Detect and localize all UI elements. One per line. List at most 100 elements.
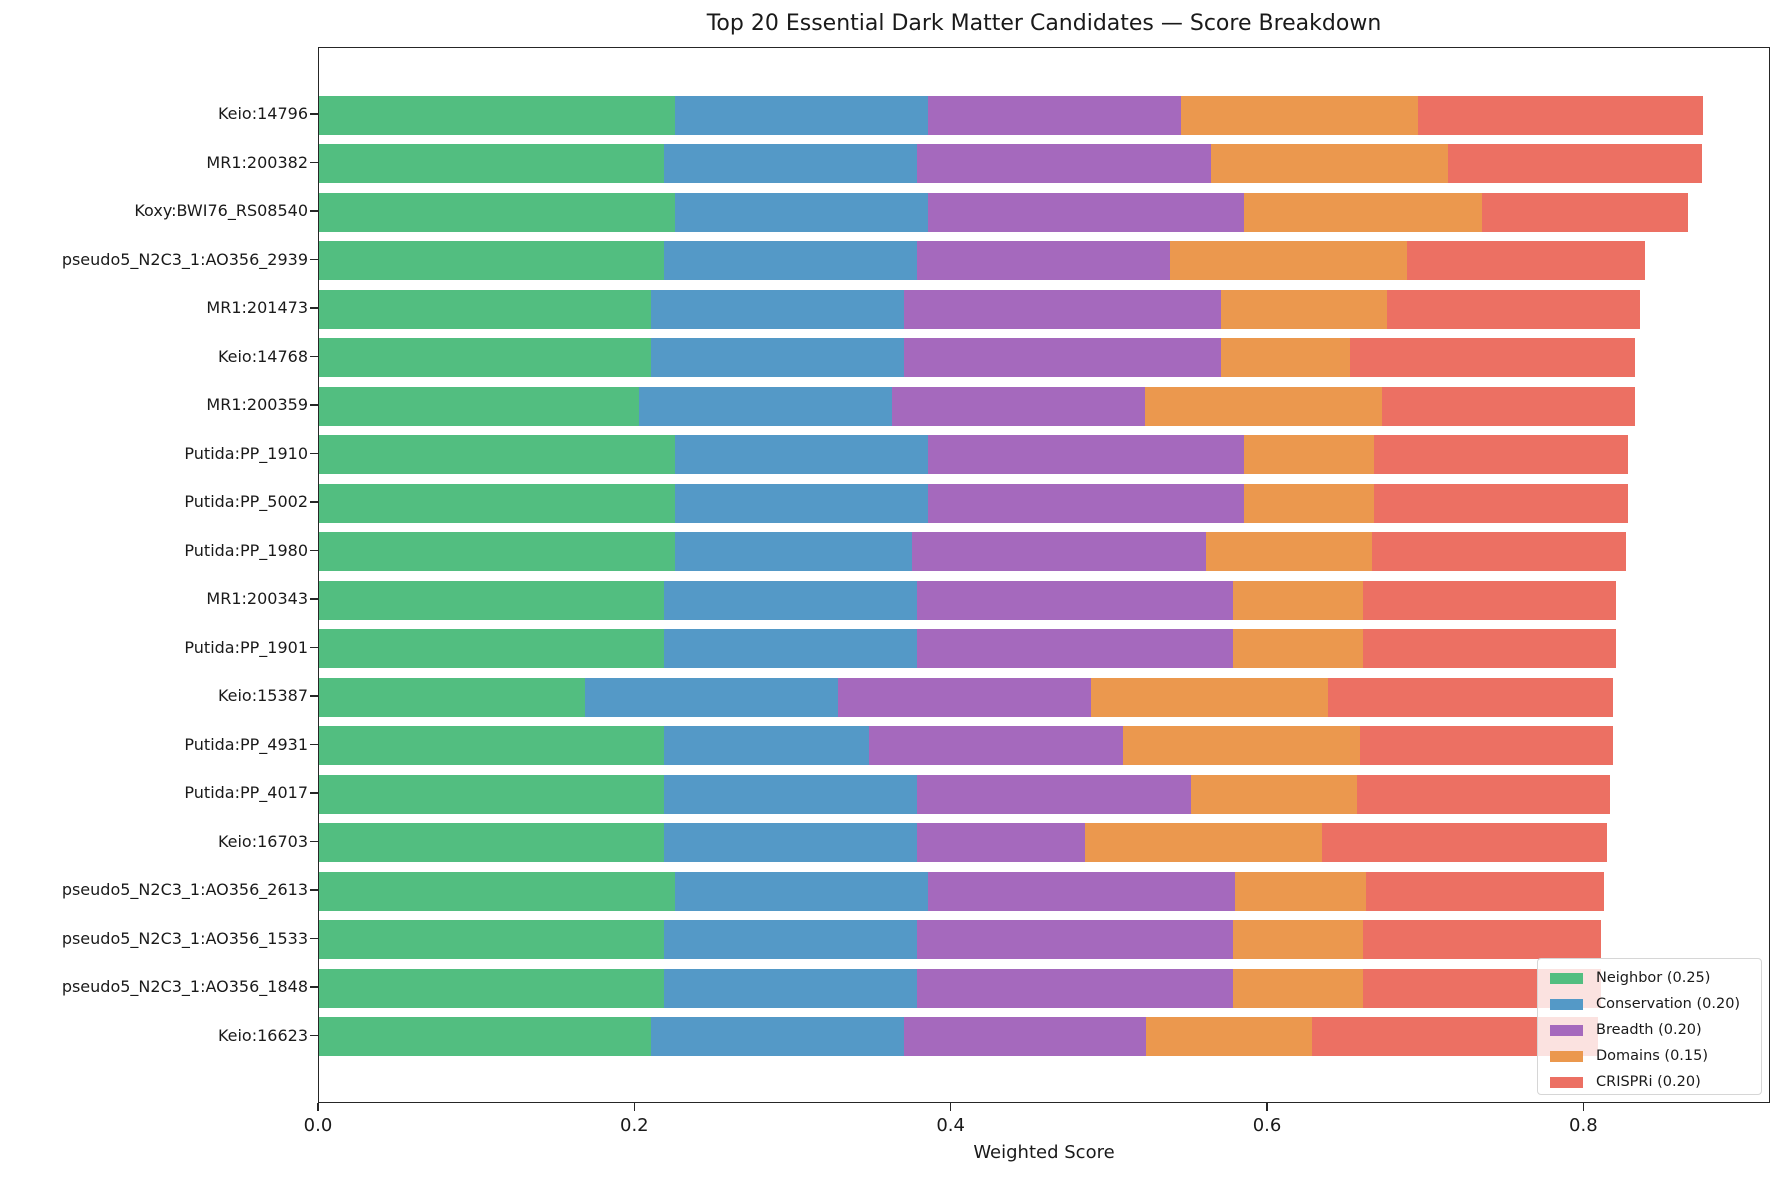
bar-segment-breadth	[904, 289, 1222, 329]
bar-segment-domains	[1220, 289, 1388, 329]
legend-swatch	[1550, 972, 1583, 984]
bar-segment-domains	[1233, 920, 1364, 959]
y-tick-label: Putida:PP_5002	[184, 492, 308, 511]
bar-row	[319, 483, 1769, 523]
bar-segment-conservation	[651, 1017, 905, 1056]
bar-row	[319, 968, 1769, 1008]
y-tick-label: MR1:200382	[206, 152, 308, 172]
bar-segment-crispri	[1362, 629, 1617, 668]
bar-segment-crispri	[1381, 386, 1636, 426]
bar-row	[319, 629, 1769, 668]
bar-segment-breadth	[869, 726, 1123, 765]
x-tick-mark	[1266, 1103, 1268, 1111]
bar-segment-breadth	[927, 192, 1245, 232]
bar-segment-conservation	[674, 192, 929, 232]
bar-segment-breadth	[916, 580, 1234, 620]
bar-segment-conservation	[674, 95, 929, 135]
bar-segment-domains	[1169, 241, 1408, 280]
bar-row	[319, 95, 1769, 135]
y-tick-mark	[310, 307, 318, 309]
y-tick-label: Putida:PP_1980	[184, 540, 308, 560]
y-tick-label: Putida:PP_1910	[184, 443, 308, 463]
y-tick-mark	[310, 792, 318, 794]
y-tick-label: MR1:201473	[206, 298, 308, 317]
bar-segment-neighbor	[319, 338, 652, 377]
bar-segment-domains	[1084, 823, 1323, 862]
y-tick-mark	[310, 1034, 318, 1037]
bar-segment-conservation	[674, 871, 929, 911]
y-tick-label: Putida:PP_4931	[184, 734, 308, 754]
bar-row	[319, 144, 1769, 183]
bar-segment-conservation	[651, 289, 905, 329]
y-tick-label: MR1:200343	[206, 589, 308, 608]
y-tick-label: pseudo5_N2C3_1:AO356_1848	[61, 977, 308, 996]
x-tick-mark	[1582, 1103, 1585, 1111]
bar-segment-domains	[1181, 95, 1419, 135]
bar-segment-conservation	[663, 144, 918, 183]
bar-segment-conservation	[663, 629, 918, 668]
y-tick-mark	[310, 598, 318, 600]
bar-segment-crispri	[1362, 580, 1617, 620]
bar-segment-domains	[1234, 871, 1367, 911]
x-tick-label: 0.4	[936, 1115, 965, 1136]
bar-segment-domains	[1233, 629, 1364, 668]
bar-row	[319, 1017, 1769, 1056]
bar-row	[319, 774, 1769, 814]
bar-segment-crispri	[1328, 677, 1614, 717]
bar-segment-neighbor	[319, 677, 586, 717]
bar-segment-domains	[1144, 386, 1383, 426]
bar-segment-breadth	[916, 241, 1171, 280]
bar-segment-conservation	[674, 483, 929, 523]
x-tick-mark	[949, 1103, 952, 1111]
bar-segment-crispri	[1372, 532, 1626, 571]
y-tick-mark	[310, 646, 318, 649]
bar-segment-domains	[1220, 338, 1351, 377]
legend-label: Breadth (0.20)	[1596, 1022, 1702, 1038]
bar-segment-neighbor	[319, 483, 676, 523]
bar-segment-conservation	[663, 823, 918, 862]
y-tick-label: Keio:16703	[217, 831, 308, 851]
bar-row	[319, 241, 1769, 280]
bar-segment-crispri	[1407, 241, 1645, 280]
legend: Neighbor (0.25) Conservation (0.20) Breadt…	[1537, 958, 1762, 1095]
bar-segment-neighbor	[319, 289, 652, 329]
bar-segment-conservation	[663, 968, 918, 1008]
y-tick-label: Putida:PP_4017	[184, 783, 308, 802]
legend-swatch	[1550, 1024, 1583, 1036]
bar-segment-conservation	[663, 774, 918, 814]
bar-segment-conservation	[663, 241, 918, 280]
bar-segment-neighbor	[319, 629, 665, 668]
bar-segment-neighbor	[319, 968, 665, 1008]
bar-segment-neighbor	[319, 580, 665, 620]
y-tick-mark	[310, 889, 318, 891]
bar-segment-crispri	[1350, 338, 1636, 377]
bar-segment-crispri	[1386, 289, 1641, 329]
bar-row	[319, 677, 1769, 717]
legend-label: Conservation (0.20)	[1596, 996, 1741, 1012]
bar-segment-neighbor	[319, 726, 665, 765]
bar-segment-neighbor	[319, 95, 676, 135]
bar-segment-crispri	[1373, 435, 1628, 474]
y-tick-mark	[310, 840, 318, 843]
legend-label: Domains (0.15)	[1596, 1048, 1709, 1064]
bar-segment-neighbor	[319, 192, 676, 232]
bar-segment-conservation	[663, 920, 918, 959]
legend-item-neighbor: Neighbor (0.25)	[1550, 965, 1761, 991]
bar-segment-domains	[1211, 144, 1449, 183]
y-tick-mark	[310, 937, 318, 940]
y-tick-mark	[310, 695, 318, 697]
y-tick-label: pseudo5_N2C3_1:AO356_1533	[61, 928, 308, 948]
x-tick-label: 0.8	[1569, 1115, 1598, 1136]
bar-segment-crispri	[1481, 192, 1688, 232]
y-tick-mark	[310, 258, 318, 261]
y-tick-label: pseudo5_N2C3_1:AO356_2613	[61, 880, 308, 899]
y-tick-mark	[310, 113, 318, 115]
bar-segment-breadth	[916, 629, 1234, 668]
x-tick-label: 0.2	[620, 1115, 649, 1136]
bar-row	[319, 192, 1769, 232]
y-tick-label: Putida:PP_1901	[184, 637, 308, 657]
legend-swatch	[1550, 1050, 1583, 1062]
bar-segment-neighbor	[319, 532, 676, 571]
bar-segment-conservation	[663, 726, 870, 765]
bar-segment-conservation	[584, 677, 839, 717]
